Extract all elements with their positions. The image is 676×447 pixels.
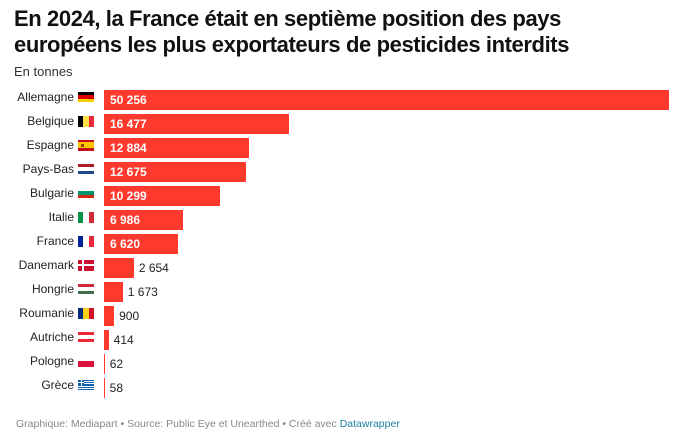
bar-row: Hongrie 1 673 bbox=[0, 279, 676, 303]
flag-bg-icon bbox=[78, 187, 94, 199]
bar bbox=[104, 186, 220, 206]
flag-es-icon bbox=[78, 139, 94, 151]
flag-it-icon bbox=[78, 211, 94, 223]
category-label: Danemark bbox=[19, 258, 94, 272]
bar-row: Pologne 62 bbox=[0, 351, 676, 375]
flag-at-icon bbox=[78, 331, 94, 343]
value-label: 62 bbox=[109, 357, 124, 371]
category-label: Italie bbox=[49, 210, 94, 224]
category-label: Hongrie bbox=[32, 282, 94, 296]
flag-fr-icon bbox=[78, 235, 94, 247]
chart-title: En 2024, la France était en septième pos… bbox=[14, 6, 570, 57]
bar bbox=[104, 90, 669, 110]
bar-chart: Allemagne 50 256 Belgique 16 477 Espagne 12 8… bbox=[0, 86, 676, 402]
category-label-text: Autriche bbox=[29, 330, 74, 344]
datawrapper-link[interactable]: Datawrapper bbox=[339, 418, 400, 430]
value-label: 1 673 bbox=[127, 285, 158, 299]
bar-row: Pays-Bas 12 675 bbox=[0, 159, 676, 183]
bar bbox=[104, 258, 134, 278]
category-label: Belgique bbox=[27, 114, 94, 128]
value-label: 900 bbox=[119, 309, 140, 323]
value-label: 6 620 bbox=[110, 237, 141, 251]
bar-row: Italie 6 986 bbox=[0, 207, 676, 231]
bar bbox=[104, 162, 247, 182]
bar-row: Allemagne 50 256 bbox=[0, 87, 676, 111]
chart-footer: Graphique: Mediapart • Source: Public Ey… bbox=[16, 418, 400, 430]
category-label-text: Pologne bbox=[29, 354, 74, 368]
flag-de-icon bbox=[78, 91, 94, 103]
value-label: 58 bbox=[109, 381, 123, 395]
bar bbox=[104, 114, 290, 134]
category-label-text: Roumanie bbox=[19, 306, 74, 320]
bar bbox=[104, 210, 183, 230]
category-label: Pologne bbox=[30, 354, 94, 368]
category-label: Espagne bbox=[27, 138, 94, 152]
category-label-text: Bulgarie bbox=[29, 186, 74, 200]
bar-row: Grèce 58 bbox=[0, 375, 676, 399]
category-label-text: Pays-Bas bbox=[22, 162, 74, 176]
value-label: 50 256 bbox=[110, 93, 147, 107]
bar bbox=[104, 330, 109, 350]
bar bbox=[104, 234, 179, 254]
flag-dk-icon bbox=[78, 259, 94, 271]
value-label: 12 675 bbox=[110, 165, 147, 179]
bar bbox=[104, 378, 105, 398]
bar bbox=[104, 354, 105, 374]
chart-subtitle: En tonnes bbox=[14, 64, 73, 79]
category-label-text: Danemark bbox=[18, 258, 74, 272]
category-label: Roumanie bbox=[19, 306, 94, 320]
value-label: 16 477 bbox=[110, 117, 147, 131]
category-label: France bbox=[37, 234, 94, 248]
bar bbox=[104, 282, 123, 302]
category-label: Grèce bbox=[41, 378, 94, 392]
category-label-text: Espagne bbox=[26, 138, 74, 152]
category-label-text: Allemagne bbox=[17, 90, 74, 104]
bar-row: France 6 620 bbox=[0, 231, 676, 255]
category-label-text: Hongrie bbox=[31, 282, 74, 296]
category-label-text: Grèce bbox=[41, 378, 74, 392]
flag-hu-icon bbox=[78, 283, 94, 295]
category-label: Pays-Bas bbox=[23, 162, 94, 176]
flag-ro-icon bbox=[78, 307, 94, 319]
bar-row: Bulgarie 10 299 bbox=[0, 183, 676, 207]
flag-be-icon bbox=[78, 115, 94, 127]
bar-row: Autriche 414 bbox=[0, 327, 676, 351]
category-label-text: Italie bbox=[48, 210, 74, 224]
category-label-text: Belgique bbox=[27, 114, 74, 128]
bar-row: Espagne 12 884 bbox=[0, 135, 676, 159]
flag-nl-icon bbox=[78, 163, 94, 175]
value-label: 414 bbox=[113, 333, 134, 347]
bar-row: Danemark 2 654 bbox=[0, 255, 676, 279]
flag-pl-icon bbox=[78, 355, 94, 367]
category-label-text: France bbox=[36, 234, 74, 248]
bar bbox=[104, 138, 249, 158]
flag-gr-icon bbox=[78, 379, 94, 391]
value-label: 6 986 bbox=[110, 213, 141, 227]
bar bbox=[104, 306, 115, 326]
bar-row: Roumanie 900 bbox=[0, 303, 676, 327]
value-label: 12 884 bbox=[110, 141, 147, 155]
footer-credit: Graphique: Mediapart • Source: Public Ey… bbox=[16, 418, 340, 430]
category-label: Bulgarie bbox=[30, 186, 94, 200]
category-label: Allemagne bbox=[17, 90, 94, 104]
value-label: 2 654 bbox=[138, 261, 169, 275]
category-label: Autriche bbox=[30, 330, 94, 344]
value-label: 10 299 bbox=[110, 189, 147, 203]
bar-row: Belgique 16 477 bbox=[0, 111, 676, 135]
